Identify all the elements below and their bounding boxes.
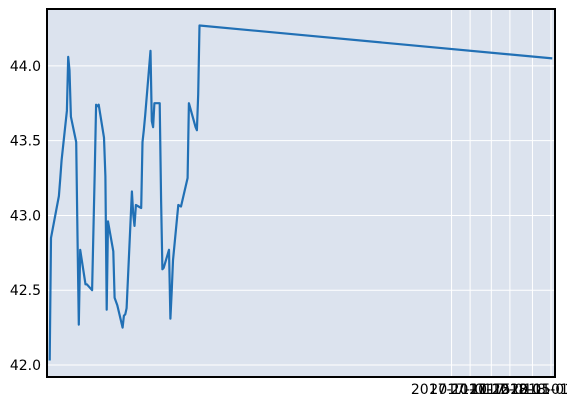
y-tick-label: 42.0 [10,358,41,374]
x-tick-label: 2017-12-15 [469,382,550,398]
series-group [48,24,553,361]
y-tick-label: 44.0 [10,59,41,75]
x-tick-label: 2018-01-01 [492,382,567,398]
plot-frame [46,8,556,378]
x-tick-label: 2018-01-15 [510,382,567,398]
x-axis-ticks: 2017-11-012017-11-152017-12-012017-12-15… [411,382,567,398]
y-tick-label: 43.5 [10,134,41,150]
y-tick-label: 43.0 [10,208,41,224]
y-tick-label: 42.5 [10,283,41,299]
y-axis-ticks: 42.0 42.5 43.0 43.5 44.0 [10,59,41,374]
x-tick-label: 2017-11-15 [429,382,510,398]
series-line [48,24,553,361]
x-tick-label: 2017-12-01 [451,382,532,398]
x-tick-label: 2017-11-01 [411,382,492,398]
